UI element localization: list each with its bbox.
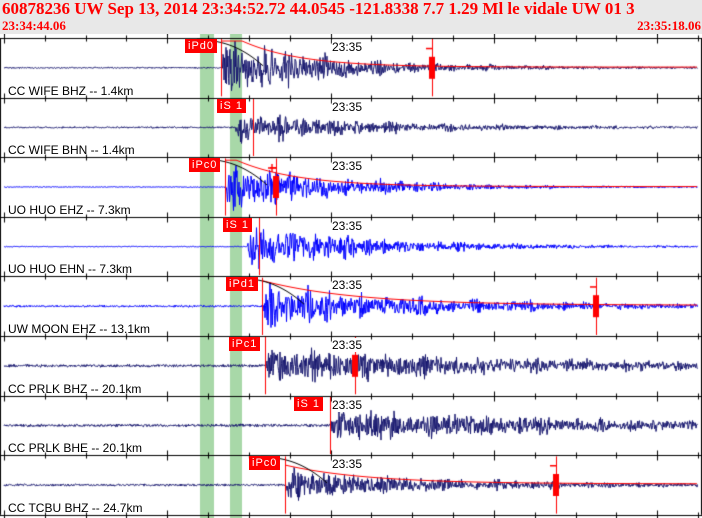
pick-label-huo-ehn[interactable]: iS 1 bbox=[223, 217, 252, 232]
trace-label-moon-ehz: UW MOON EHZ -- 13.1km bbox=[8, 322, 151, 336]
minute-tick-label: 23:35 bbox=[332, 99, 363, 114]
minute-tick-label: 23:35 bbox=[332, 278, 363, 293]
pick-label-huo-ehz[interactable]: iPc0 bbox=[189, 158, 221, 173]
event-header: 60878236 UW Sep 13, 2014 23:34:52.72 44.… bbox=[0, 0, 702, 34]
pick-label-tcbu-bhz[interactable]: iPc0 bbox=[249, 456, 281, 471]
window-start-time: 23:34:44.06 bbox=[2, 18, 66, 33]
minute-tick-label: 23:35 bbox=[332, 159, 363, 174]
pick-label-moon-ehz[interactable]: iPd1 bbox=[226, 277, 259, 292]
minute-tick-label: 23:35 bbox=[332, 457, 363, 472]
minute-tick-label: 23:35 bbox=[332, 40, 363, 54]
trace-label-tcbu-bhz: CC TCBU BHZ -- 24.7km bbox=[8, 500, 143, 515]
pick-label-prlk-bhe[interactable]: iS 1 bbox=[294, 396, 323, 411]
trace-label-prlk-bhz: CC PRLK BHZ -- 20.1km bbox=[8, 381, 142, 396]
minute-tick-label: 23:35 bbox=[332, 338, 363, 352]
trace-label-huo-ehn: UO HUO EHN -- 7.3km bbox=[8, 262, 133, 277]
minute-tick-label: 23:35 bbox=[332, 397, 363, 412]
event-summary-text: 60878236 UW Sep 13, 2014 23:34:52.72 44.… bbox=[2, 0, 635, 18]
pick-label-wife-bhz[interactable]: iPd0 bbox=[185, 39, 218, 53]
minute-tick-label: 23:35 bbox=[332, 218, 363, 233]
pick-label-prlk-bhz[interactable]: iPc1 bbox=[229, 337, 261, 351]
trace-label-wife-bhz: CC WIFE BHZ -- 1.4km bbox=[8, 83, 134, 98]
trace-label-prlk-bhe: CC PRLK BHE -- 20.1km bbox=[8, 441, 143, 456]
pick-label-wife-bhn[interactable]: iS 1 bbox=[217, 98, 246, 113]
window-end-time: 23:35:18.06 bbox=[637, 18, 701, 33]
trace-label-huo-ehz: UO HUO EHZ -- 7.3km bbox=[8, 202, 131, 217]
trace-plot-area[interactable]: CC WIFE BHZ -- 1.4km iPd0 23:35 CC WIFE BHN… bbox=[0, 34, 702, 518]
trace-label-wife-bhn: CC WIFE BHN -- 1.4km bbox=[8, 143, 135, 158]
waveform-canvas[interactable] bbox=[0, 34, 702, 518]
